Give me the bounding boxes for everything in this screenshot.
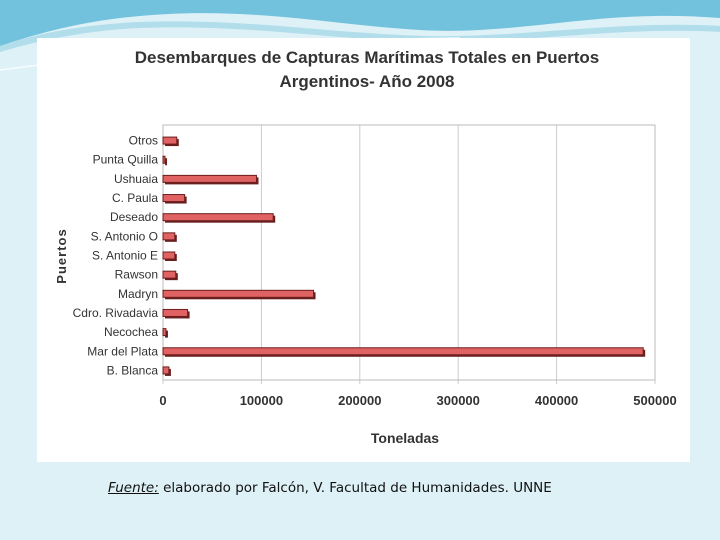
- bar: [162, 232, 176, 241]
- bar: [162, 347, 644, 356]
- category-label: S. Antonio O: [91, 229, 158, 243]
- bar: [162, 328, 167, 337]
- chart-title-line-1: Desembarques de Capturas Marítimas Total…: [134, 48, 600, 67]
- category-label: Mar del Plata: [87, 344, 158, 358]
- bar: [162, 366, 170, 375]
- x-tick-label: 400000: [535, 393, 578, 408]
- y-axis-title: Puertos: [54, 228, 69, 283]
- x-tick-label: 0: [159, 393, 166, 408]
- x-tick-label: 200000: [338, 393, 381, 408]
- category-label: Necochea: [104, 325, 158, 339]
- category-label: Deseado: [110, 210, 158, 224]
- source-caption: Fuente: elaborado por Falcón, V. Faculta…: [108, 480, 668, 496]
- category-labels: Otros Punta Quilla Ushuaia C. Paula Deseado S…: [73, 134, 159, 378]
- bar: [162, 289, 315, 298]
- category-label: Cdro. Rivadavia: [73, 306, 159, 320]
- category-label: B. Blanca: [107, 363, 159, 377]
- chart-title: Desembarques de Capturas Marítimas Total…: [97, 46, 637, 94]
- bar-shadow: [165, 158, 167, 166]
- category-label: C. Paula: [112, 191, 158, 205]
- bar: [162, 213, 274, 222]
- bars: [162, 136, 646, 376]
- chart-title-line-2: Argentinos- Año 2008: [279, 72, 455, 91]
- bar: [162, 136, 178, 145]
- bar: [162, 155, 166, 164]
- bar: [162, 251, 176, 260]
- bar: [162, 194, 186, 203]
- x-tick-label: 100000: [240, 393, 283, 408]
- source-label: Fuente:: [108, 480, 159, 496]
- category-label: Ushuaia: [114, 172, 158, 186]
- x-axis-title: Toneladas: [371, 430, 439, 446]
- chart-card: Desembarques de Capturas Marítimas Total…: [37, 38, 690, 462]
- x-tick-labels: 0 100000 200000 300000 400000 500000: [159, 393, 676, 408]
- x-tick-label: 500000: [633, 393, 676, 408]
- source-text: elaborado por Falcón, V. Facultad de Hum…: [158, 480, 552, 496]
- category-label: Madryn: [118, 287, 158, 301]
- plot-frame: [162, 124, 656, 381]
- category-label: Punta Quilla: [93, 153, 159, 167]
- category-label: Otros: [129, 134, 158, 148]
- category-label: Rawson: [115, 268, 158, 282]
- bar-chart: Otros Punta Quilla Ushuaia C. Paula Deseado S…: [54, 124, 677, 446]
- bar: [162, 174, 257, 183]
- bar-shadow: [165, 330, 168, 338]
- bar: [162, 270, 177, 279]
- bar: [162, 308, 189, 317]
- category-label: S. Antonio E: [92, 249, 158, 263]
- x-tick-label: 300000: [437, 393, 480, 408]
- gridlines: [162, 125, 656, 384]
